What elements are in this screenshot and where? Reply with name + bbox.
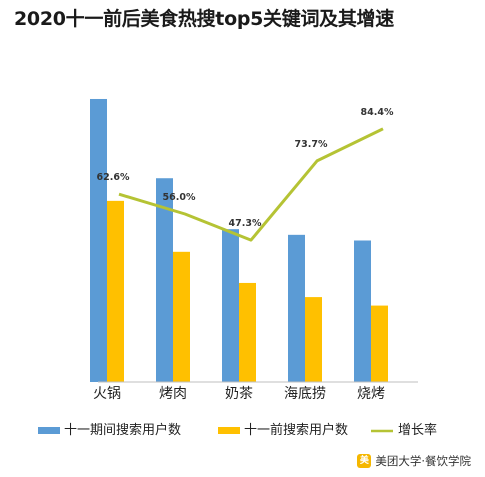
x-tick-label: 火锅 — [93, 386, 121, 402]
legend: 十一期间搜索用户数 十一前搜索用户数 增长率 — [38, 422, 437, 438]
legend-label-before: 十一前搜索用户数 — [244, 422, 348, 438]
bar-before-2 — [239, 282, 256, 382]
x-tick-label: 奶茶 — [225, 386, 253, 402]
legend-label-growth: 增长率 — [398, 422, 437, 438]
data-label: 73.7% — [295, 139, 328, 150]
x-tick-label: 烧烤 — [357, 386, 385, 402]
bar-during-4 — [354, 240, 371, 382]
data-label: 56.0% — [163, 192, 196, 203]
growth-line — [118, 127, 384, 242]
data-label: 62.6% — [97, 172, 130, 183]
data-label: 84.4% — [361, 107, 394, 118]
growth-line-layer: 62.6% 56.0% 47.3% 73.7% 84.4% — [97, 107, 394, 242]
data-label: 47.3% — [229, 218, 262, 229]
chart-title: 2020十一前后美食热搜top5关键词及其增速 — [14, 8, 394, 30]
watermark: 美 美团大学·餐饮学院 — [357, 453, 471, 469]
bar-during-3 — [288, 234, 305, 382]
bar-before-3 — [305, 297, 322, 382]
bar-during-1 — [156, 178, 173, 382]
bar-during-0 — [90, 98, 107, 382]
x-axis: 火锅 烤肉 奶茶 海底捞 烧烤 — [93, 381, 418, 402]
x-tick-label: 海底捞 — [284, 386, 326, 402]
bar-before-0 — [107, 200, 124, 382]
legend-swatch-before — [218, 427, 240, 434]
legend-swatch-during — [38, 427, 60, 434]
x-tick-label: 烤肉 — [159, 386, 187, 402]
legend-label-during: 十一期间搜索用户数 — [64, 422, 181, 438]
bar-before-4 — [371, 305, 388, 382]
bar-before-1 — [173, 251, 190, 382]
watermark-text: 美团大学·餐饮学院 — [375, 454, 471, 468]
watermark-logo-icon: 美 — [357, 454, 372, 468]
bars-layer — [90, 98, 388, 382]
bar-during-2 — [222, 229, 239, 382]
